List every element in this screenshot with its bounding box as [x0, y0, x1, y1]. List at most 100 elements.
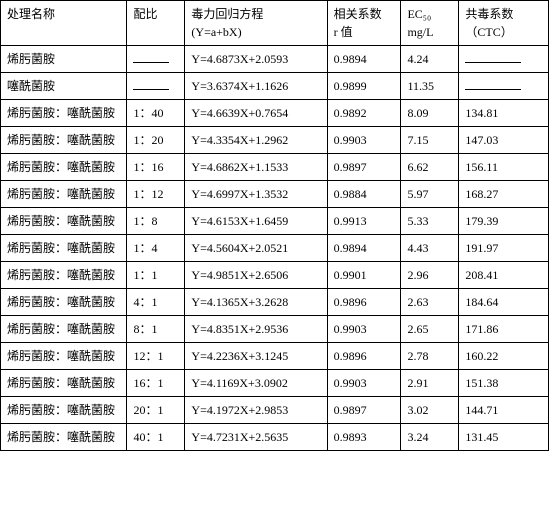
cell-equation: Y=4.6153X+1.6459 — [185, 208, 327, 235]
cell-ctc — [459, 73, 549, 100]
header-ratio: 配比 — [127, 1, 185, 46]
blank-underline — [465, 78, 521, 90]
cell-r-value: 0.9892 — [327, 100, 401, 127]
cell-ratio: 4：1 — [127, 289, 185, 316]
header-ctc: 共毒系数 （CTC） — [459, 1, 549, 46]
cell-equation: Y=4.6997X+1.3532 — [185, 181, 327, 208]
cell-ec50: 11.35 — [401, 73, 459, 100]
cell-r-value: 0.9884 — [327, 181, 401, 208]
cell-r-value: 0.9896 — [327, 289, 401, 316]
cell-name: 烯肟菌胺：噻酰菌胺 — [1, 235, 127, 262]
cell-ctc: 160.22 — [459, 343, 549, 370]
cell-ec50: 2.65 — [401, 316, 459, 343]
cell-ratio: 20：1 — [127, 397, 185, 424]
cell-ctc: 179.39 — [459, 208, 549, 235]
table-row: 烯肟菌胺：噻酰菌胺1：16Y=4.6862X+1.15330.98976.621… — [1, 154, 549, 181]
cell-ctc — [459, 46, 549, 73]
table-row: 烯肟菌胺：噻酰菌胺1：40Y=4.6639X+0.76540.98928.091… — [1, 100, 549, 127]
table-row: 烯肟菌胺：噻酰菌胺1：1Y=4.9851X+2.65060.99012.9620… — [1, 262, 549, 289]
cell-ec50: 7.15 — [401, 127, 459, 154]
cell-ratio: 1：4 — [127, 235, 185, 262]
cell-ec50: 2.78 — [401, 343, 459, 370]
cell-ctc: 191.97 — [459, 235, 549, 262]
cell-r-value: 0.9894 — [327, 235, 401, 262]
cell-name: 烯肟菌胺：噻酰菌胺 — [1, 127, 127, 154]
cell-ec50: 2.96 — [401, 262, 459, 289]
cell-ctc: 168.27 — [459, 181, 549, 208]
cell-equation: Y=4.1972X+2.9853 — [185, 397, 327, 424]
cell-equation: Y=4.6639X+0.7654 — [185, 100, 327, 127]
cell-ratio: 1：8 — [127, 208, 185, 235]
cell-ec50: 2.91 — [401, 370, 459, 397]
cell-r-value: 0.9903 — [327, 127, 401, 154]
cell-equation: Y=3.6374X+1.1626 — [185, 73, 327, 100]
table-body: 烯肟菌胺Y=4.6873X+2.05930.98944.24噻酰菌胺Y=3.63… — [1, 46, 549, 451]
table-row: 烯肟菌胺：噻酰菌胺1：4Y=4.5604X+2.05210.98944.4319… — [1, 235, 549, 262]
blank-underline — [133, 51, 169, 63]
header-r-l1: 相关系数 — [334, 7, 382, 21]
cell-ctc: 208.41 — [459, 262, 549, 289]
cell-name: 烯肟菌胺：噻酰菌胺 — [1, 208, 127, 235]
table-header: 处理名称 配比 毒力回归方程 (Y=a+bX) 相关系数 r 值 EC₅₀ mg… — [1, 1, 549, 46]
blank-underline — [133, 78, 169, 90]
cell-name: 烯肟菌胺：噻酰菌胺 — [1, 370, 127, 397]
cell-ctc: 147.03 — [459, 127, 549, 154]
cell-ctc: 131.45 — [459, 424, 549, 451]
cell-r-value: 0.9897 — [327, 397, 401, 424]
cell-ratio: 12：1 — [127, 343, 185, 370]
cell-equation: Y=4.8351X+2.9536 — [185, 316, 327, 343]
cell-ratio: 1：40 — [127, 100, 185, 127]
cell-ec50: 5.33 — [401, 208, 459, 235]
cell-ctc: 156.11 — [459, 154, 549, 181]
header-r-l2: r 值 — [334, 25, 353, 39]
cell-equation: Y=4.9851X+2.6506 — [185, 262, 327, 289]
cell-name: 烯肟菌胺：噻酰菌胺 — [1, 181, 127, 208]
cell-equation: Y=4.1365X+3.2628 — [185, 289, 327, 316]
cell-name: 烯肟菌胺 — [1, 46, 127, 73]
cell-ratio: 1：20 — [127, 127, 185, 154]
cell-ratio: 1：12 — [127, 181, 185, 208]
cell-r-value: 0.9901 — [327, 262, 401, 289]
cell-r-value: 0.9903 — [327, 316, 401, 343]
cell-name: 烯肟菌胺：噻酰菌胺 — [1, 424, 127, 451]
cell-ctc: 144.71 — [459, 397, 549, 424]
header-ctc-l2: （CTC） — [465, 25, 512, 39]
cell-equation: Y=4.3354X+1.2962 — [185, 127, 327, 154]
cell-ratio — [127, 46, 185, 73]
header-ratio-l1: 配比 — [133, 7, 157, 21]
cell-equation: Y=4.2236X+3.1245 — [185, 343, 327, 370]
header-ec-l1: EC₅₀ — [407, 7, 431, 21]
table-row: 烯肟菌胺：噻酰菌胺1：12Y=4.6997X+1.35320.98845.971… — [1, 181, 549, 208]
table-row: 烯肟菌胺：噻酰菌胺4：1Y=4.1365X+3.26280.98962.6318… — [1, 289, 549, 316]
cell-ctc: 171.86 — [459, 316, 549, 343]
header-ctc-l1: 共毒系数 — [465, 7, 513, 21]
cell-ec50: 2.63 — [401, 289, 459, 316]
header-eq: 毒力回归方程 (Y=a+bX) — [185, 1, 327, 46]
cell-ratio: 8：1 — [127, 316, 185, 343]
cell-ec50: 6.62 — [401, 154, 459, 181]
cell-name: 烯肟菌胺：噻酰菌胺 — [1, 397, 127, 424]
cell-r-value: 0.9894 — [327, 46, 401, 73]
cell-ec50: 3.24 — [401, 424, 459, 451]
cell-ec50: 4.43 — [401, 235, 459, 262]
cell-name: 烯肟菌胺：噻酰菌胺 — [1, 289, 127, 316]
header-eq-l2: (Y=a+bX) — [191, 25, 241, 39]
table-row: 烯肟菌胺：噻酰菌胺12：1Y=4.2236X+3.12450.98962.781… — [1, 343, 549, 370]
table-row: 烯肟菌胺：噻酰菌胺8：1Y=4.8351X+2.95360.99032.6517… — [1, 316, 549, 343]
cell-equation: Y=4.6862X+1.1533 — [185, 154, 327, 181]
blank-underline — [465, 51, 521, 63]
header-name: 处理名称 — [1, 1, 127, 46]
cell-r-value: 0.9903 — [327, 370, 401, 397]
cell-ctc: 151.38 — [459, 370, 549, 397]
header-ec-l2: mg/L — [407, 25, 433, 39]
cell-r-value: 0.9913 — [327, 208, 401, 235]
cell-ec50: 4.24 — [401, 46, 459, 73]
header-r: 相关系数 r 值 — [327, 1, 401, 46]
table-row: 烯肟菌胺：噻酰菌胺16：1Y=4.1169X+3.09020.99032.911… — [1, 370, 549, 397]
cell-name: 烯肟菌胺：噻酰菌胺 — [1, 343, 127, 370]
cell-ratio: 16：1 — [127, 370, 185, 397]
cell-equation: Y=4.5604X+2.0521 — [185, 235, 327, 262]
cell-name: 烯肟菌胺：噻酰菌胺 — [1, 262, 127, 289]
cell-r-value: 0.9897 — [327, 154, 401, 181]
cell-ratio — [127, 73, 185, 100]
